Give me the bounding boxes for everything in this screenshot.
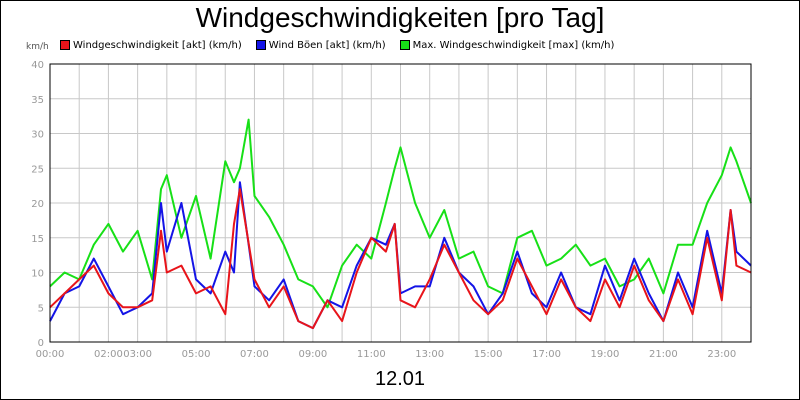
y-tick-label-15: 15 xyxy=(31,234,44,245)
y-tick-label-0: 0 xyxy=(38,338,44,349)
date-label: 12.01 xyxy=(374,368,426,390)
legend-item-wind-speed: Windgeschwindigkeit [akt] (km/h) xyxy=(60,38,242,52)
x-tick-label-1300: 13:00 xyxy=(415,349,444,360)
legend-swatch-wind-speed xyxy=(60,40,70,50)
y-tick-label-35: 35 xyxy=(31,95,44,106)
series-line-wind-speed xyxy=(49,188,752,330)
x-tick-label-0700: 07:00 xyxy=(240,349,269,360)
x-tick-label-1900: 19:00 xyxy=(591,349,620,360)
x-tick-label-1500: 15:00 xyxy=(474,349,503,360)
y-tick-label-25: 25 xyxy=(31,164,44,175)
legend-swatch-gusts xyxy=(255,40,266,50)
y-tick-label-10: 10 xyxy=(31,269,44,280)
x-tick-label-2300: 23:00 xyxy=(707,349,736,360)
legend-label-max-speed: Max. Windgeschwindigkeit [max] (km/h) xyxy=(412,39,615,51)
legend-item-gusts: Wind Böen [akt] (km/h) xyxy=(255,38,386,52)
x-tick-label-1700: 17:00 xyxy=(532,349,561,360)
x-tick-label-0000: 00:00 xyxy=(36,349,65,360)
legend-label-wind-speed: Windgeschwindigkeit [akt] (km/h) xyxy=(73,39,242,51)
y-tick-label-40: 40 xyxy=(31,60,44,71)
x-tick-label-0300: 03:00 xyxy=(123,349,152,360)
plot-border xyxy=(49,63,752,343)
y-axis-unit-label: km/h xyxy=(26,42,49,52)
x-tick-label-0200: 02:00 xyxy=(94,349,123,360)
legend-swatch-max-speed xyxy=(399,40,410,50)
legend: Windgeschwindigkeit [akt] (km/h) Wind Bö… xyxy=(60,38,614,52)
y-tick-label-5: 5 xyxy=(38,303,44,314)
x-tick-label-1100: 11:00 xyxy=(357,349,386,360)
legend-label-gusts: Wind Böen [akt] (km/h) xyxy=(268,39,386,51)
x-tick-label-0900: 09:00 xyxy=(298,349,327,360)
chart-title: Windgeschwindigkeiten [pro Tag] xyxy=(195,2,605,33)
x-tick-label-0500: 05:00 xyxy=(182,349,211,360)
series-line-max-speed xyxy=(49,118,752,309)
x-tick-label-2100: 21:00 xyxy=(649,349,678,360)
y-tick-label-30: 30 xyxy=(31,130,44,141)
y-tick-label-20: 20 xyxy=(31,199,44,210)
legend-item-max-speed: Max. Windgeschwindigkeit [max] (km/h) xyxy=(399,38,615,52)
